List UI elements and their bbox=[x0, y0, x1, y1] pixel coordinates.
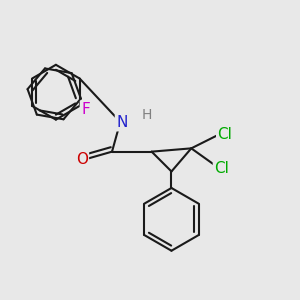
Text: H: H bbox=[142, 108, 152, 122]
Text: F: F bbox=[81, 102, 90, 117]
Text: N: N bbox=[116, 115, 128, 130]
Text: Cl: Cl bbox=[214, 160, 229, 175]
Text: O: O bbox=[76, 152, 88, 167]
Text: Cl: Cl bbox=[218, 128, 232, 142]
